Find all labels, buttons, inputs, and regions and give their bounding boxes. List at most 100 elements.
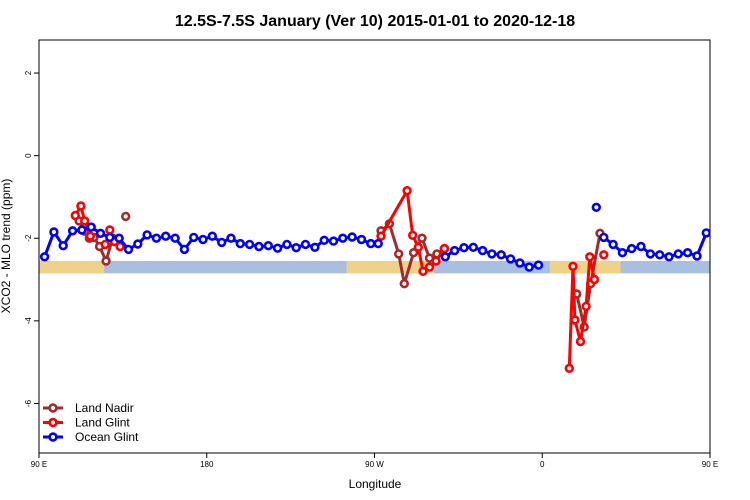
data-point [608,239,618,250]
data-point [692,251,702,261]
data-point [105,232,115,243]
data-point [39,252,50,262]
data-point [712,253,719,260]
data-point [189,232,199,243]
x-tick-label: 90 E [702,460,718,469]
data-point [568,261,578,271]
x-axis-label: Longitude [349,477,402,491]
data-point [413,242,423,253]
data-point [49,227,59,237]
data-point [86,222,96,232]
x-tick-label: 180 [200,460,214,469]
data-point [418,266,428,276]
y-tick-label: -2 [24,234,33,242]
legend-label: Ocean Glint [75,430,139,444]
legend-marker [48,403,58,413]
data-point [105,225,115,235]
data-point [740,227,747,234]
data-point [235,238,246,249]
legend-label: Land Glint [75,416,130,430]
data-point [95,228,106,239]
legend-item: Ocean Glint [43,430,139,444]
data-point [123,244,134,255]
data-point [645,249,656,259]
data-point [439,243,450,254]
data-point [408,248,419,258]
data-point [244,239,255,250]
data-point [496,250,506,260]
data-point [151,233,162,243]
data-point [76,201,86,211]
data-point [617,248,628,258]
data-point [85,231,96,241]
data-point [217,237,227,248]
data-point [524,262,534,272]
y-tick-label: 0 [24,153,33,158]
x-tick-label: 90 E [31,460,47,469]
data-point [487,249,497,259]
data-point [77,225,87,235]
data-point [100,239,110,250]
land-patch [549,260,621,274]
data-point [114,233,124,243]
data-point [591,202,601,213]
data-point [701,228,710,238]
data-point [626,243,637,254]
data-point [120,211,131,222]
data-point [226,233,236,243]
data-point [373,238,383,249]
data-point [581,301,591,312]
data-point [79,216,90,226]
data-point [654,250,665,260]
data-point [399,279,409,289]
data-point [585,252,595,262]
data-point [570,315,580,325]
data-point [179,244,190,255]
y-tick-label: -4 [24,317,33,325]
land-patch [39,260,105,274]
data-point [533,260,544,270]
data-point [319,235,329,246]
legend-label: Land Nadir [75,401,134,415]
data-point [424,262,435,272]
x-axis: 90 E 180 90 W 0 90 E [31,453,718,469]
data-point [408,230,418,241]
data-point [564,363,574,373]
data-point [682,248,693,258]
data-point [207,231,218,241]
series-line [746,206,750,236]
data-point [449,245,460,256]
data-point [356,234,367,245]
data-point [133,239,143,249]
data-point [575,336,586,347]
chart-title: 12.5S-7.5S January (Ver 10) 2015-01-01 t… [175,13,575,30]
data-point [161,231,171,241]
data-point [477,245,488,256]
data-point [67,226,78,236]
y-tick-label: -6 [24,399,33,407]
data-point [328,236,339,246]
data-point [366,238,376,249]
data-point [505,254,516,264]
x-tick-label: 0 [540,460,545,469]
data-point [722,229,729,236]
data-point [376,231,386,241]
y-tick-label: 2 [24,70,33,75]
series-ocean-glint [39,202,747,272]
data-point [468,242,478,253]
y-axis-label: XCO2 - MLO trend (ppm) [0,179,13,314]
data-point [417,233,427,243]
data-point [101,256,111,266]
data-point [431,256,441,266]
data-point [731,242,738,249]
data-point [272,243,283,253]
x-tick-label: 90 W [365,460,384,469]
data-point [664,252,674,262]
data-point [599,232,609,243]
data-point [254,241,264,252]
data-point [459,243,469,253]
data-point [589,274,600,285]
plot-area [39,186,750,373]
data-point [338,233,348,243]
